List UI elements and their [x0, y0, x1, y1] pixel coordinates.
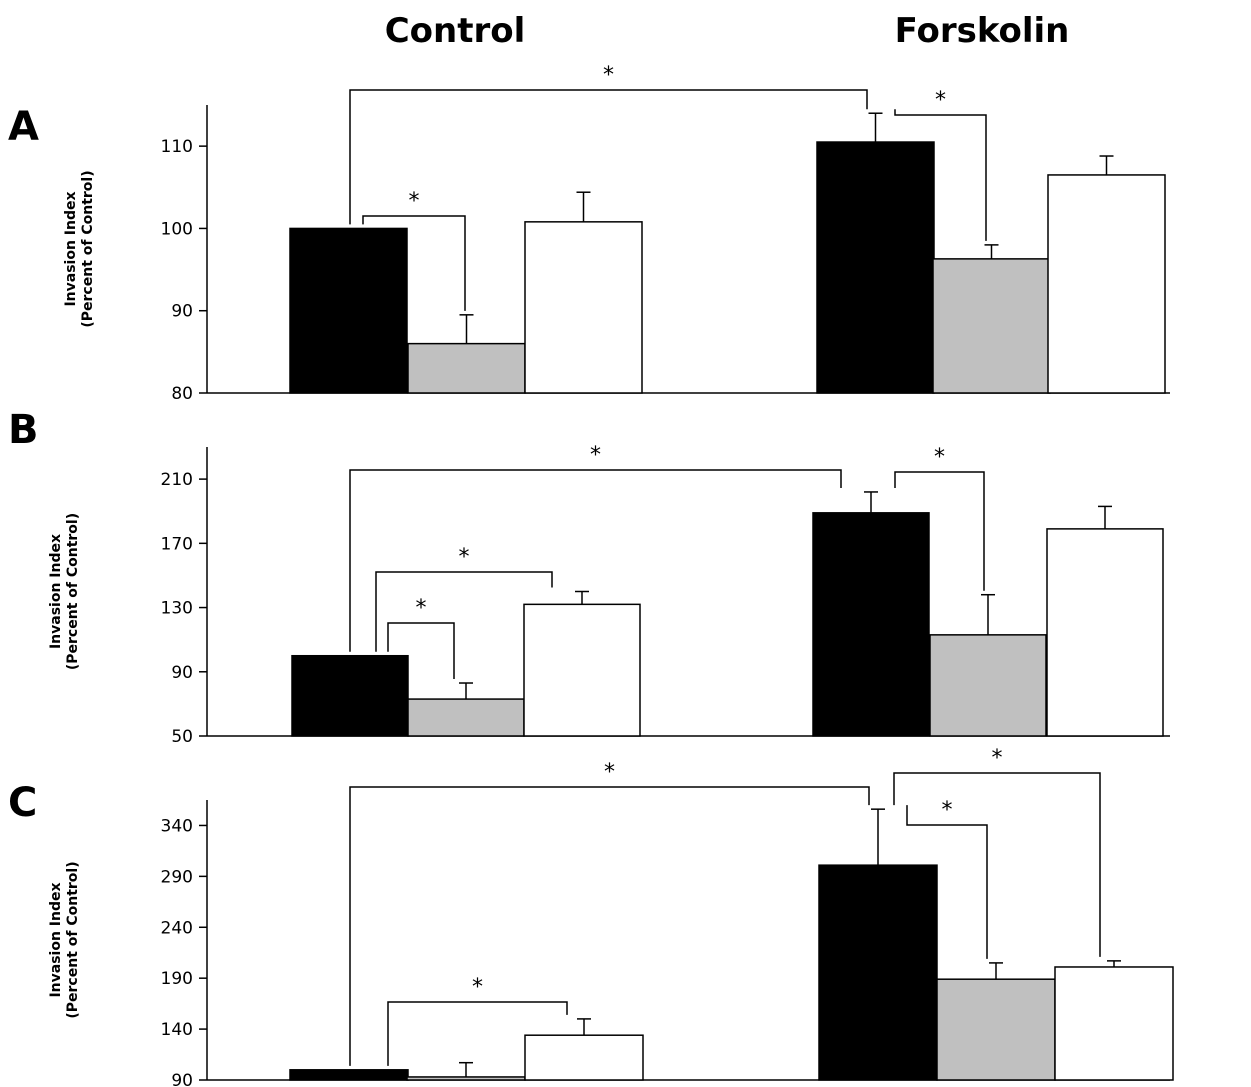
- significance-bracket: [906, 805, 988, 959]
- significance-star: *: [416, 596, 427, 621]
- y-tick-label: 90: [171, 1071, 193, 1087]
- panel-c: C Invasion Index(Percent of Control) 90 140…: [8, 746, 1174, 1087]
- y-tick-label: 50: [171, 727, 193, 747]
- bar: [936, 978, 1056, 1081]
- panel-b: B Invasion Index(Percent of Control) 50 90 1…: [8, 407, 1170, 747]
- significance-bracket: [387, 622, 455, 680]
- significance-star: *: [590, 443, 601, 468]
- y-tick-label: 80: [171, 384, 193, 404]
- significance-star: *: [409, 189, 420, 214]
- y-tick-label: 210: [161, 470, 193, 490]
- bar: [407, 698, 525, 737]
- significance-bracket: [894, 109, 987, 241]
- y-axis-title: Invasion Index(Percent of Control): [48, 513, 81, 670]
- y-tick-label: 190: [161, 969, 193, 989]
- significance-bracket: [375, 571, 553, 652]
- bar: [524, 221, 643, 394]
- y-axis-title: Invasion Index(Percent of Control): [48, 861, 81, 1018]
- panel-letter: C: [8, 780, 37, 826]
- significance-star: *: [934, 445, 945, 470]
- bar: [818, 864, 938, 1081]
- bar: [289, 1069, 409, 1081]
- significance-bracket: [894, 471, 985, 591]
- bar: [1047, 174, 1166, 394]
- bar: [291, 654, 409, 737]
- bar: [932, 258, 1051, 394]
- panel-letter: A: [8, 104, 39, 150]
- bar: [406, 1076, 526, 1081]
- bar: [289, 227, 408, 394]
- panel-a: A Invasion Index(Percent of Control) 80 90 1…: [8, 63, 1170, 404]
- significance-star: *: [459, 545, 470, 570]
- y-tick-label: 140: [161, 1020, 193, 1040]
- group-label-control: Control: [385, 11, 526, 51]
- significance-bracket: [893, 772, 1101, 957]
- significance-bracket: [387, 1001, 568, 1066]
- bar: [816, 141, 935, 394]
- bar: [1046, 528, 1164, 737]
- y-tick-label: 170: [161, 534, 193, 554]
- bar: [524, 1034, 644, 1081]
- significance-star: *: [992, 746, 1003, 771]
- group-label-forskolin: Forskolin: [895, 11, 1070, 51]
- y-tick-label: 290: [161, 867, 193, 887]
- significance-star: *: [935, 88, 946, 113]
- panel-letter: B: [8, 407, 39, 453]
- y-tick-label: 130: [161, 599, 193, 619]
- bar: [407, 342, 526, 394]
- bar: [1054, 966, 1174, 1081]
- significance-star: *: [472, 975, 483, 1000]
- y-axis-title: Invasion Index(Percent of Control): [63, 170, 96, 327]
- y-tick-label: 240: [161, 918, 193, 938]
- significance-bracket: [349, 786, 870, 1066]
- significance-bracket: [362, 215, 466, 311]
- y-tick-label: 90: [171, 302, 193, 322]
- significance-bracket: [349, 89, 868, 225]
- y-tick-label: 340: [161, 816, 193, 836]
- significance-star: *: [603, 63, 614, 88]
- significance-bracket: [349, 469, 842, 652]
- bar: [929, 634, 1047, 737]
- y-tick-label: 90: [171, 663, 193, 683]
- significance-star: *: [604, 760, 615, 785]
- bar: [812, 512, 930, 737]
- chart-panels: A Invasion Index(Percent of Control) 80 90 1…: [8, 63, 1174, 1087]
- y-tick-label: 100: [161, 219, 193, 239]
- bar: [523, 603, 641, 737]
- y-tick-label: 110: [161, 137, 193, 157]
- significance-star: *: [942, 798, 953, 823]
